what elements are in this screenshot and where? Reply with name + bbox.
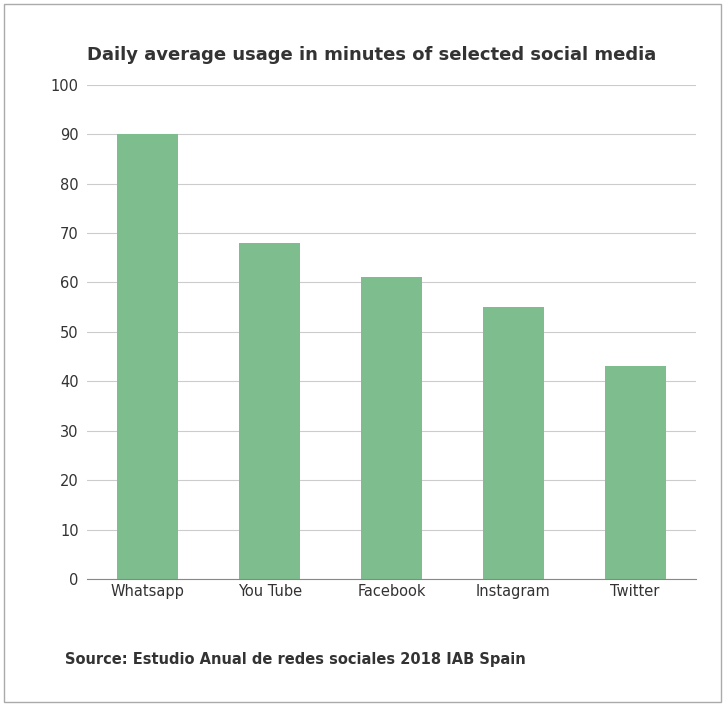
Bar — [361, 277, 422, 579]
Text: Daily average usage in minutes of selected social media: Daily average usage in minutes of select… — [87, 46, 656, 64]
Bar — [117, 134, 178, 579]
Bar — [605, 366, 666, 579]
Bar — [239, 243, 300, 579]
Bar — [483, 307, 544, 579]
Text: Source: Estudio Anual de redes sociales 2018 IAB Spain: Source: Estudio Anual de redes sociales … — [65, 652, 526, 667]
